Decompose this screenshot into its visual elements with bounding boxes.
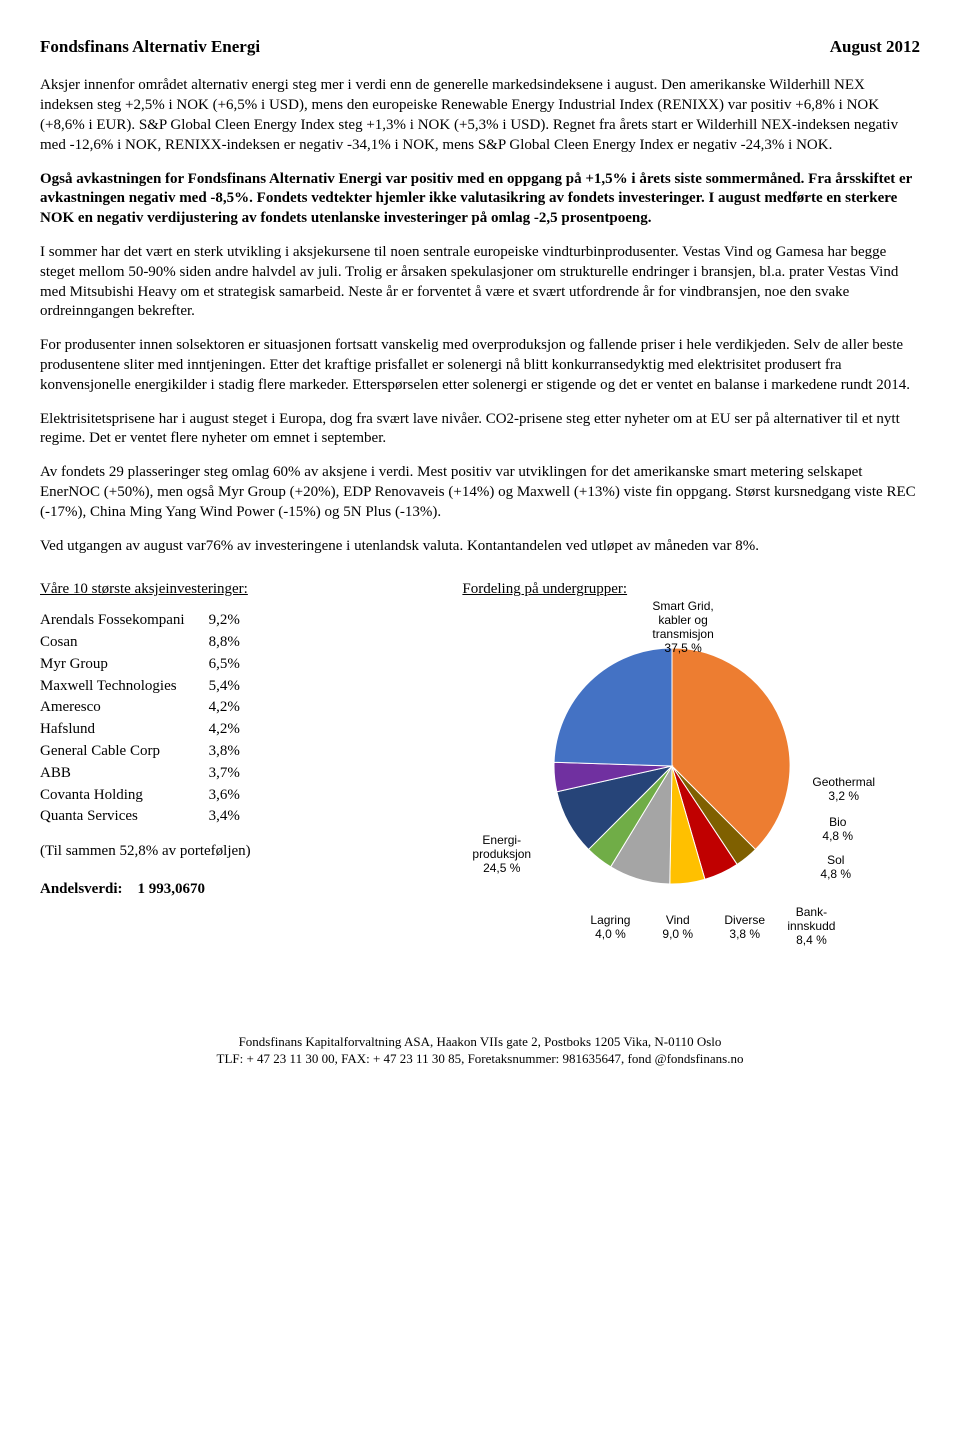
page-header: Fondsfinans Alternativ Energi August 201… [40,36,920,58]
holding-name: Quanta Services [40,806,209,828]
pie-chart: Smart Grid,kabler ogtransmisjon37,5 %Geo… [462,606,882,986]
table-row: Quanta Services3,4% [40,806,264,828]
paragraph-1: Aksjer innenfor området alternativ energ… [40,76,920,155]
holding-pct: 5,4% [209,676,264,698]
holding-name: General Cable Corp [40,741,209,763]
pie-slice-label: Geothermal3,2 % [812,776,875,804]
table-row: Ameresco4,2% [40,697,264,719]
footer-line-1: Fondsfinans Kapitalforvaltning ASA, Haak… [40,1034,920,1051]
holding-name: Myr Group [40,654,209,676]
paragraph-3: I sommer har det vært en sterk utvikling… [40,243,920,322]
pie-heading: Fordeling på undergrupper: [462,580,920,600]
doc-date: August 2012 [830,36,920,58]
page-footer: Fondsfinans Kapitalforvaltning ASA, Haak… [40,1034,920,1068]
holding-pct: 8,8% [209,632,264,654]
footer-line-2: TLF: + 47 23 11 30 00, FAX: + 47 23 11 3… [40,1051,920,1068]
holding-name: Maxwell Technologies [40,676,209,698]
holding-pct: 3,7% [209,763,264,785]
holding-pct: 9,2% [209,610,264,632]
table-row: Arendals Fossekompani9,2% [40,610,264,632]
holding-name: ABB [40,763,209,785]
table-row: Covanta Holding3,6% [40,785,264,807]
pie-svg [552,646,792,886]
holdings-column: Våre 10 største aksjeinvesteringer: Aren… [40,580,462,986]
pie-slice-label: Sol4,8 % [820,854,851,882]
table-row: General Cable Corp3,8% [40,741,264,763]
pie-column: Fordeling på undergrupper: Smart Grid,ka… [462,580,920,986]
holding-pct: 4,2% [209,697,264,719]
pie-slice-label: Bio4,8 % [822,816,853,844]
holdings-and-pie-section: Våre 10 største aksjeinvesteringer: Aren… [40,580,920,986]
nav-line: Andelsverdi: 1 993,0670 [40,880,462,900]
holding-pct: 6,5% [209,654,264,676]
holdings-total-note: (Til sammen 52,8% av porteføljen) [40,842,462,862]
holding-pct: 3,8% [209,741,264,763]
paragraph-4: For produsenter innen solsektoren er sit… [40,336,920,395]
table-row: Maxwell Technologies5,4% [40,676,264,698]
table-row: ABB3,7% [40,763,264,785]
nav-value: 1 993,0670 [138,881,206,897]
pie-slice [554,648,672,766]
pie-slice-label: Lagring4,0 % [590,914,630,942]
pie-slice-label: Smart Grid,kabler ogtransmisjon37,5 % [652,600,713,655]
paragraph-5: Elektrisitetsprisene har i august steget… [40,410,920,450]
holdings-heading: Våre 10 største aksjeinvesteringer: [40,580,462,600]
nav-label: Andelsverdi: [40,881,123,897]
table-row: Hafslund4,2% [40,719,264,741]
paragraph-7: Ved utgangen av august var76% av investe… [40,537,920,557]
pie-slice-label: Bank-innskudd8,4 % [787,906,835,947]
holding-name: Cosan [40,632,209,654]
holding-name: Covanta Holding [40,785,209,807]
pie-slice-label: Vind9,0 % [662,914,693,942]
holding-name: Arendals Fossekompani [40,610,209,632]
paragraph-2: Også avkastningen for Fondsfinans Altern… [40,170,920,229]
holding-pct: 3,6% [209,785,264,807]
holding-name: Ameresco [40,697,209,719]
holding-pct: 4,2% [209,719,264,741]
holdings-table: Arendals Fossekompani9,2%Cosan8,8%Myr Gr… [40,610,264,828]
holding-pct: 3,4% [209,806,264,828]
table-row: Cosan8,8% [40,632,264,654]
pie-slice-label: Energi-produksjon24,5 % [472,834,531,875]
doc-title: Fondsfinans Alternativ Energi [40,36,260,58]
holding-name: Hafslund [40,719,209,741]
paragraph-6: Av fondets 29 plasseringer steg omlag 60… [40,463,920,522]
pie-slice-label: Diverse3,8 % [724,914,765,942]
table-row: Myr Group6,5% [40,654,264,676]
